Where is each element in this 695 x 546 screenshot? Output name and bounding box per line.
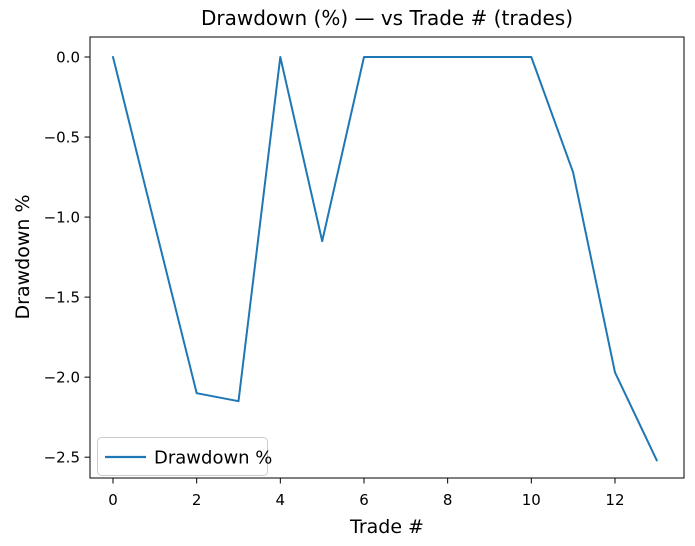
y-tick-label: −1.0 (44, 209, 80, 227)
chart-title: Drawdown (%) — vs Trade # (trades) (201, 6, 573, 30)
x-axis-label: Trade # (349, 516, 424, 538)
y-tick-label: −2.0 (44, 369, 80, 387)
x-tick-label: 10 (522, 491, 541, 509)
x-tick-label: 0 (108, 491, 118, 509)
plot-spines (89, 36, 685, 479)
x-tick-label: 6 (359, 491, 369, 509)
y-tick-label: −2.5 (44, 449, 80, 467)
y-tick-label: 0.0 (56, 49, 80, 67)
legend-label: Drawdown % (154, 448, 272, 469)
y-axis-ticks: 0.0 −0.5 −1.0 −1.5 −2.0 −2.5 (44, 49, 90, 467)
y-axis-label: Drawdown % (12, 195, 34, 320)
x-tick-label: 4 (276, 491, 286, 509)
legend-box (97, 437, 268, 476)
y-tick-label: −1.5 (44, 289, 80, 307)
x-tick-label: 12 (605, 491, 624, 509)
x-tick-label: 2 (192, 491, 202, 509)
drawdown-line (112, 56, 658, 462)
x-axis-ticks: 0 2 4 6 8 10 12 (108, 478, 625, 509)
legend: Drawdown % (97, 437, 272, 476)
x-tick-label: 8 (443, 491, 453, 509)
drawdown-line-series (112, 56, 658, 462)
y-tick-label: −0.5 (44, 129, 80, 147)
